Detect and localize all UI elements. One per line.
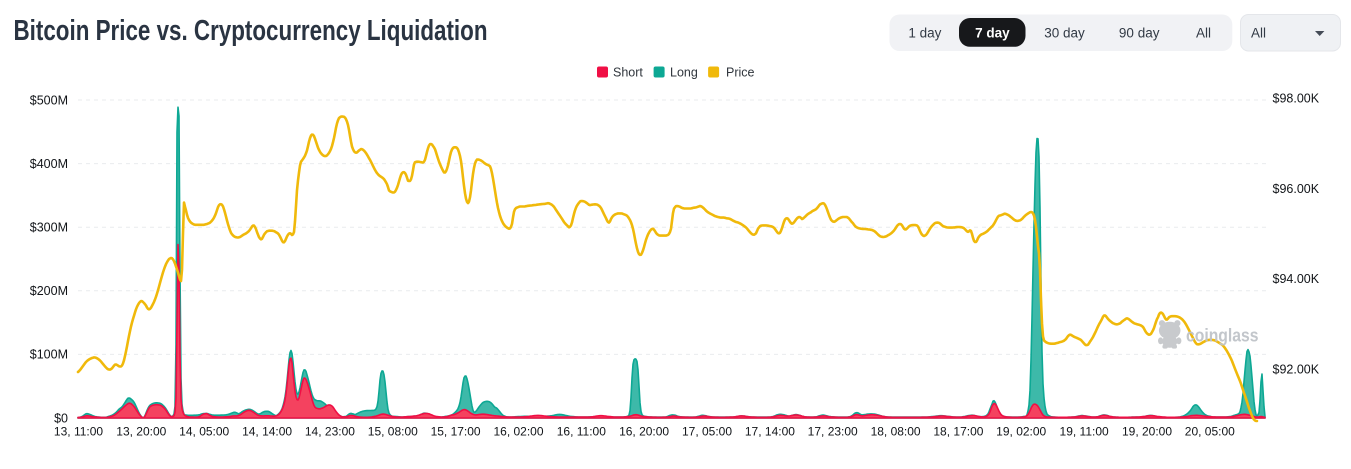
svg-text:$200M: $200M [30,284,68,298]
svg-text:20, 05:00: 20, 05:00 [1185,425,1235,439]
svg-text:$96.00K: $96.00K [1273,182,1320,196]
svg-text:14, 14:00: 14, 14:00 [242,425,292,439]
svg-text:16, 02:00: 16, 02:00 [493,425,543,439]
svg-text:Long: Long [670,66,698,80]
svg-text:$100M: $100M [30,348,68,362]
svg-text:18, 08:00: 18, 08:00 [871,425,921,439]
svg-text:19, 20:00: 19, 20:00 [1122,425,1172,439]
svg-text:18, 17:00: 18, 17:00 [933,425,983,439]
svg-text:1 day: 1 day [908,25,941,40]
svg-text:$98.00K: $98.00K [1273,92,1320,106]
svg-text:90 day: 90 day [1119,25,1160,40]
svg-text:All: All [1196,25,1211,40]
svg-text:13, 11:00: 13, 11:00 [54,425,103,439]
svg-text:13, 20:00: 13, 20:00 [116,425,166,439]
svg-text:30 day: 30 day [1044,25,1085,40]
svg-text:All: All [1251,25,1266,40]
svg-text:coinglass: coinglass [1186,325,1259,346]
svg-text:17, 05:00: 17, 05:00 [682,425,732,439]
svg-text:14, 23:00: 14, 23:00 [305,425,355,439]
svg-text:$300M: $300M [30,221,68,235]
svg-text:$92.00K: $92.00K [1273,362,1320,376]
svg-text:17, 14:00: 17, 14:00 [745,425,795,439]
svg-text:16, 11:00: 16, 11:00 [557,425,606,439]
svg-text:Price: Price [726,66,755,80]
svg-text:$94.00K: $94.00K [1273,272,1320,286]
svg-text:$500M: $500M [30,93,68,107]
svg-text:19, 11:00: 19, 11:00 [1060,425,1109,439]
svg-text:15, 17:00: 15, 17:00 [431,425,481,439]
svg-text:$400M: $400M [30,157,68,171]
svg-text:$0: $0 [54,411,68,425]
svg-text:16, 20:00: 16, 20:00 [619,425,669,439]
svg-text:15, 08:00: 15, 08:00 [368,425,418,439]
svg-text:14, 05:00: 14, 05:00 [179,425,229,439]
svg-text:Short: Short [613,66,643,80]
svg-text:19, 02:00: 19, 02:00 [996,425,1046,439]
svg-text:7 day: 7 day [975,25,1010,40]
svg-text:Bitcoin Price vs. Cryptocurren: Bitcoin Price vs. Cryptocurrency Liquida… [14,15,488,47]
svg-text:17, 23:00: 17, 23:00 [808,425,858,439]
